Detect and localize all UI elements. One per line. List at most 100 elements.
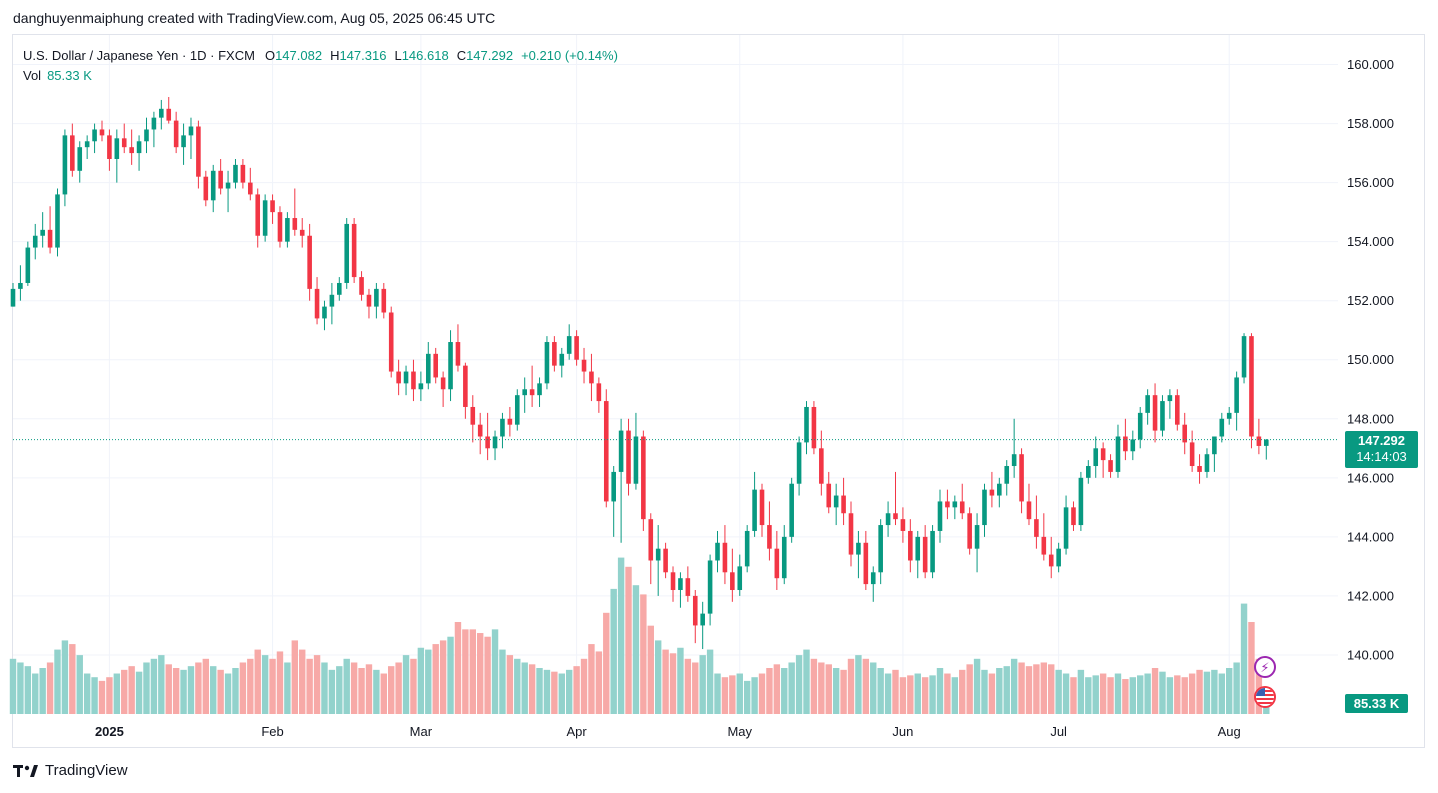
volume-bar [1226, 668, 1233, 714]
volume-bar [135, 671, 143, 714]
candle-body [870, 572, 876, 585]
volume-bar [870, 662, 877, 714]
candle [633, 412, 639, 490]
candle-body [84, 141, 90, 148]
volume-bar [588, 644, 595, 714]
candle [62, 129, 68, 207]
candle [789, 477, 794, 543]
volume-bar [966, 664, 973, 714]
candle [819, 430, 824, 496]
candle-body [737, 566, 743, 591]
candle [1160, 395, 1165, 437]
candle-body [1026, 501, 1032, 520]
volume-bar [454, 622, 462, 714]
volume-bar [1003, 666, 1010, 714]
candle-body [581, 359, 587, 372]
candle [804, 401, 809, 455]
volume-bar [1055, 669, 1062, 714]
candle [937, 489, 943, 543]
volume-bar [202, 658, 210, 714]
volume-bar [76, 655, 83, 714]
candle [1137, 406, 1143, 449]
volume-bar [439, 640, 447, 714]
volume-bar [743, 680, 751, 714]
candle [277, 206, 283, 248]
volume-bar [914, 673, 921, 714]
volume-bar [247, 658, 254, 714]
volume-bar [795, 655, 803, 714]
candle-body [121, 138, 127, 148]
candle [262, 194, 268, 242]
candle-body [455, 342, 461, 366]
volume-bar [165, 664, 172, 714]
candle-body [1034, 519, 1039, 537]
candle-body [210, 170, 216, 201]
symbol-name[interactable]: U.S. Dollar / Japanese Yen · 1D · FXCM [23, 48, 255, 63]
volume-bar [551, 671, 558, 714]
candle-body [233, 164, 238, 183]
volume-bar [239, 662, 247, 714]
candle [218, 158, 223, 195]
candle-body [403, 371, 409, 384]
volume-bar [1137, 675, 1144, 714]
volume-bar [395, 662, 402, 714]
brand-name: TradingView [45, 762, 128, 779]
candle-body [1056, 548, 1061, 567]
volume-bar [447, 636, 454, 714]
candle-body [707, 560, 713, 614]
volume-bar [773, 664, 781, 714]
volume-row: Vol 85.33 K [23, 66, 626, 86]
candle-body [411, 371, 416, 390]
candle-body [366, 294, 372, 307]
candle-body [1234, 377, 1239, 413]
candle [425, 342, 431, 390]
candle-body [440, 377, 446, 390]
candle-body [574, 336, 579, 360]
volume-bar [365, 664, 373, 714]
candle-body [374, 288, 379, 307]
footer-brand[interactable]: TradingView [13, 762, 128, 779]
candle-body [826, 483, 832, 508]
candle [781, 525, 787, 585]
candle [255, 188, 261, 248]
low-label: L [394, 48, 402, 63]
candle [722, 525, 728, 585]
volume-bar [921, 677, 929, 714]
candle [418, 371, 424, 402]
candle [670, 566, 676, 602]
volume-bar [299, 649, 306, 714]
volume-bar [113, 673, 121, 714]
volume-label[interactable]: Vol [23, 68, 42, 83]
candle-body [1100, 448, 1106, 461]
candle-body [589, 371, 594, 384]
candle [1204, 448, 1210, 478]
candle [322, 300, 327, 331]
candle [1019, 448, 1024, 514]
candle-body [663, 548, 668, 573]
candle [470, 395, 476, 443]
candle [344, 218, 350, 289]
bar-countdown: 14:14:03 [1356, 449, 1407, 464]
chart-legend: U.S. Dollar / Japanese Yen · 1D · FXCM O1… [23, 46, 626, 86]
candle-body [885, 513, 891, 526]
candle-body [262, 200, 268, 236]
us-flag-graphic [1256, 688, 1274, 706]
candle-body [841, 495, 846, 514]
lightning-icon[interactable]: ⚡ [1254, 656, 1276, 678]
candle-body [218, 170, 223, 189]
volume-value: 85.33 K [47, 68, 92, 83]
candle [885, 501, 891, 537]
volume-bar [543, 669, 551, 714]
candle-body [485, 436, 490, 449]
candle-body [611, 471, 616, 502]
chart-frame[interactable] [12, 34, 1425, 748]
us-flag-icon[interactable] [1254, 686, 1276, 708]
volume-bar [1092, 675, 1099, 714]
candle-body [151, 117, 157, 130]
volume-bar [1025, 666, 1033, 714]
candle-body [1152, 395, 1158, 431]
volume-bar [981, 669, 988, 714]
volume-bar [1181, 677, 1188, 714]
volume-bar [380, 673, 388, 714]
